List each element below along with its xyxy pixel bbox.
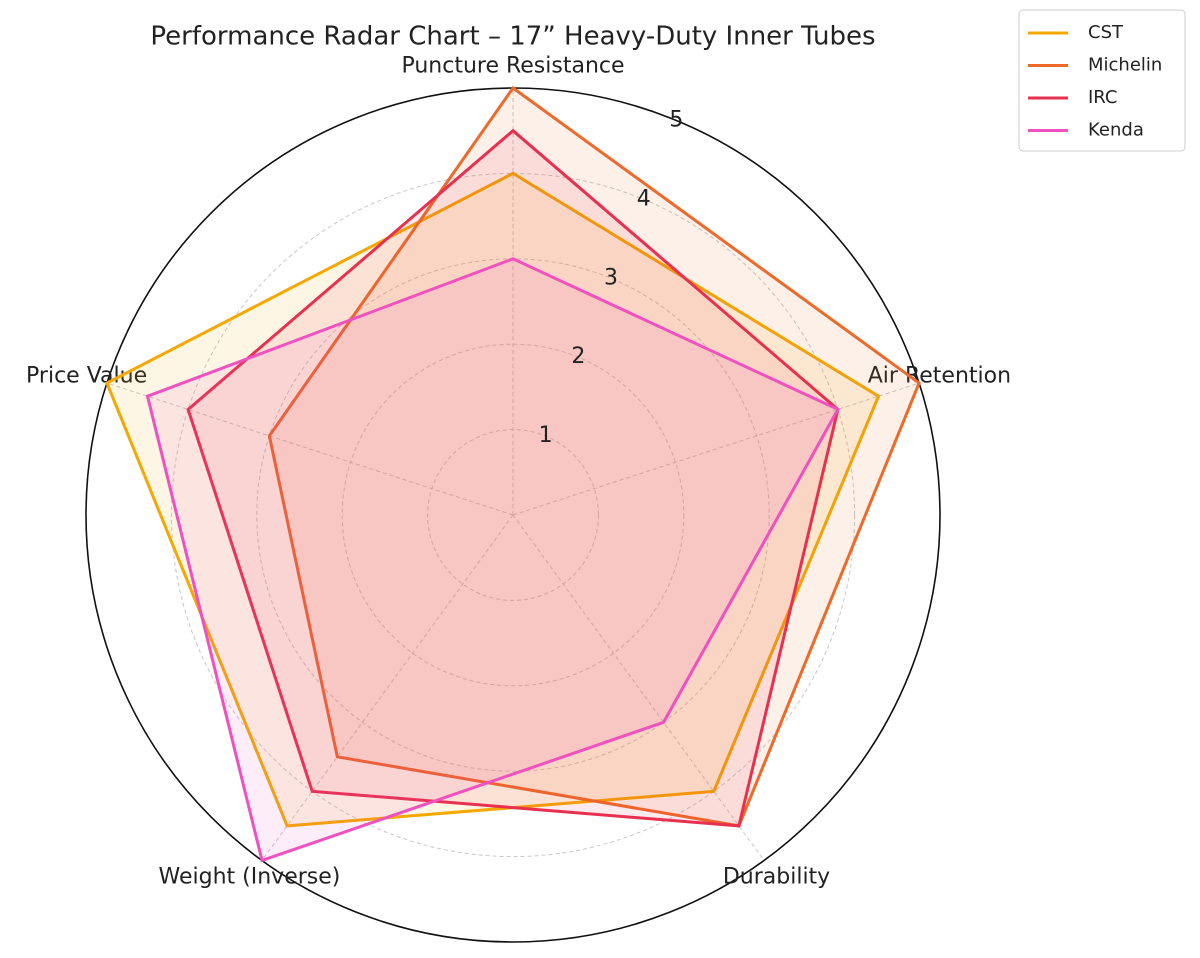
grid-circle: [341, 343, 685, 687]
spoke: [512, 382, 920, 516]
chart-title: Performance Radar Chart – 17” Heavy-Duty…: [150, 22, 875, 52]
series-area: [269, 88, 920, 826]
spoke: [512, 514, 765, 861]
category-label: Puncture Resistance: [401, 54, 624, 79]
spoke: [261, 514, 514, 861]
r-tick-label: 1: [539, 423, 553, 448]
legend-label: Michelin: [1088, 55, 1162, 76]
series-area: [147, 258, 838, 861]
series-line: [145, 257, 840, 863]
legend-label: IRC: [1088, 87, 1118, 108]
series-area: [106, 173, 879, 826]
spoke: [106, 382, 514, 516]
r-tick-label: 5: [669, 108, 683, 133]
series-line: [186, 128, 840, 828]
r-tick-label: 2: [571, 344, 585, 369]
legend-box: [1018, 9, 1186, 152]
legend-label: Kenda: [1088, 120, 1144, 141]
category-label: Durability: [723, 865, 830, 890]
series-line: [104, 171, 881, 828]
category-label: Air Retention: [868, 363, 1011, 388]
category-label: Weight (Inverse): [159, 865, 341, 890]
category-label: Price Value: [26, 363, 147, 388]
series-area: [188, 130, 838, 826]
legend-label: CST: [1088, 22, 1124, 43]
series-line: [267, 85, 921, 828]
r-tick-label: 3: [604, 265, 618, 290]
r-tick-label: 4: [637, 186, 651, 211]
grid-circle: [170, 172, 856, 858]
